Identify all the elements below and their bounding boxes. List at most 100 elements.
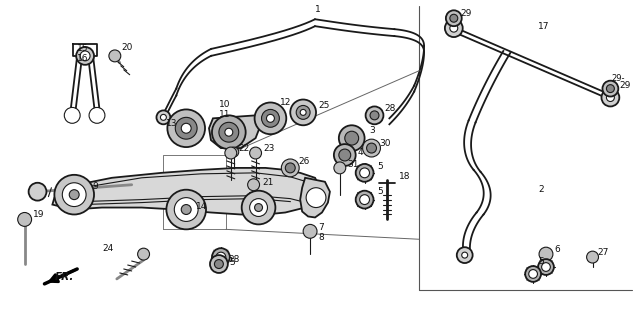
Circle shape bbox=[64, 107, 80, 123]
Text: 7: 7 bbox=[318, 223, 324, 232]
Circle shape bbox=[345, 131, 358, 145]
Text: 31: 31 bbox=[348, 161, 359, 169]
Circle shape bbox=[69, 190, 79, 200]
Circle shape bbox=[214, 259, 223, 269]
Text: 5: 5 bbox=[229, 258, 235, 267]
Circle shape bbox=[607, 85, 614, 93]
Text: 12: 12 bbox=[280, 98, 292, 107]
Circle shape bbox=[587, 251, 598, 263]
Circle shape bbox=[156, 110, 170, 124]
Text: 26: 26 bbox=[298, 157, 310, 167]
Text: 21: 21 bbox=[262, 178, 274, 187]
Circle shape bbox=[356, 191, 374, 208]
Circle shape bbox=[602, 81, 618, 96]
Circle shape bbox=[285, 163, 295, 173]
Circle shape bbox=[339, 149, 351, 161]
Text: 5: 5 bbox=[378, 187, 383, 196]
Polygon shape bbox=[300, 178, 330, 218]
Circle shape bbox=[296, 105, 310, 119]
Polygon shape bbox=[209, 115, 260, 148]
Text: 28: 28 bbox=[229, 254, 240, 264]
Circle shape bbox=[363, 139, 380, 157]
Circle shape bbox=[250, 199, 268, 217]
Circle shape bbox=[242, 191, 275, 224]
Circle shape bbox=[225, 128, 233, 136]
Circle shape bbox=[76, 47, 94, 65]
Text: 13: 13 bbox=[166, 119, 178, 128]
Circle shape bbox=[303, 224, 317, 238]
Text: 8: 8 bbox=[318, 233, 324, 242]
Text: 22: 22 bbox=[239, 144, 250, 152]
Text: 27: 27 bbox=[598, 248, 609, 257]
Circle shape bbox=[175, 117, 197, 139]
Circle shape bbox=[181, 205, 191, 214]
Text: 29: 29 bbox=[620, 81, 630, 90]
Circle shape bbox=[89, 107, 105, 123]
Circle shape bbox=[607, 94, 614, 101]
Text: 15: 15 bbox=[77, 44, 89, 54]
Circle shape bbox=[457, 247, 472, 263]
Circle shape bbox=[339, 125, 365, 151]
Text: 20: 20 bbox=[122, 44, 133, 53]
Circle shape bbox=[62, 183, 86, 207]
Circle shape bbox=[300, 110, 306, 115]
Circle shape bbox=[225, 147, 237, 159]
Text: 19: 19 bbox=[33, 210, 44, 219]
Text: 9: 9 bbox=[92, 182, 98, 191]
Text: 25: 25 bbox=[318, 101, 330, 110]
Circle shape bbox=[334, 144, 356, 166]
Circle shape bbox=[255, 203, 262, 212]
Circle shape bbox=[360, 168, 369, 178]
Circle shape bbox=[450, 24, 458, 32]
Circle shape bbox=[54, 175, 94, 214]
Text: 30: 30 bbox=[380, 139, 391, 148]
Text: 5: 5 bbox=[378, 162, 383, 172]
Circle shape bbox=[529, 269, 538, 278]
Circle shape bbox=[250, 147, 262, 159]
Circle shape bbox=[248, 179, 260, 191]
Text: 10: 10 bbox=[219, 100, 230, 109]
Text: 28: 28 bbox=[385, 104, 396, 113]
Circle shape bbox=[166, 190, 206, 229]
Text: 16: 16 bbox=[77, 54, 89, 63]
Circle shape bbox=[109, 50, 121, 62]
Circle shape bbox=[255, 102, 286, 134]
Circle shape bbox=[291, 100, 316, 125]
Circle shape bbox=[181, 123, 191, 133]
Circle shape bbox=[138, 248, 150, 260]
Circle shape bbox=[461, 252, 468, 258]
Circle shape bbox=[18, 213, 31, 226]
Circle shape bbox=[356, 164, 374, 182]
Circle shape bbox=[210, 255, 228, 273]
Circle shape bbox=[525, 266, 541, 282]
Circle shape bbox=[539, 247, 553, 261]
Text: 29-: 29- bbox=[611, 74, 625, 83]
Circle shape bbox=[367, 143, 376, 153]
Text: 3: 3 bbox=[369, 126, 375, 135]
Text: 2: 2 bbox=[538, 185, 543, 194]
Text: 17: 17 bbox=[538, 22, 550, 31]
Circle shape bbox=[168, 110, 205, 147]
Circle shape bbox=[446, 10, 461, 26]
Circle shape bbox=[360, 195, 369, 204]
Circle shape bbox=[445, 19, 463, 37]
Polygon shape bbox=[52, 168, 320, 214]
Circle shape bbox=[450, 14, 458, 22]
Text: 5: 5 bbox=[538, 257, 544, 265]
Circle shape bbox=[266, 114, 275, 122]
Text: 23: 23 bbox=[264, 144, 275, 152]
Text: 18: 18 bbox=[399, 172, 411, 181]
Text: 29: 29 bbox=[461, 9, 472, 18]
Circle shape bbox=[216, 252, 226, 262]
Circle shape bbox=[365, 106, 383, 124]
Circle shape bbox=[229, 147, 239, 157]
Text: 1: 1 bbox=[315, 5, 321, 14]
Text: 4: 4 bbox=[358, 147, 364, 156]
Text: FR.: FR. bbox=[54, 272, 74, 282]
Text: 11: 11 bbox=[219, 110, 230, 119]
Circle shape bbox=[602, 89, 620, 106]
Circle shape bbox=[282, 159, 299, 177]
Circle shape bbox=[262, 110, 280, 127]
Circle shape bbox=[219, 122, 239, 142]
Circle shape bbox=[161, 114, 166, 120]
